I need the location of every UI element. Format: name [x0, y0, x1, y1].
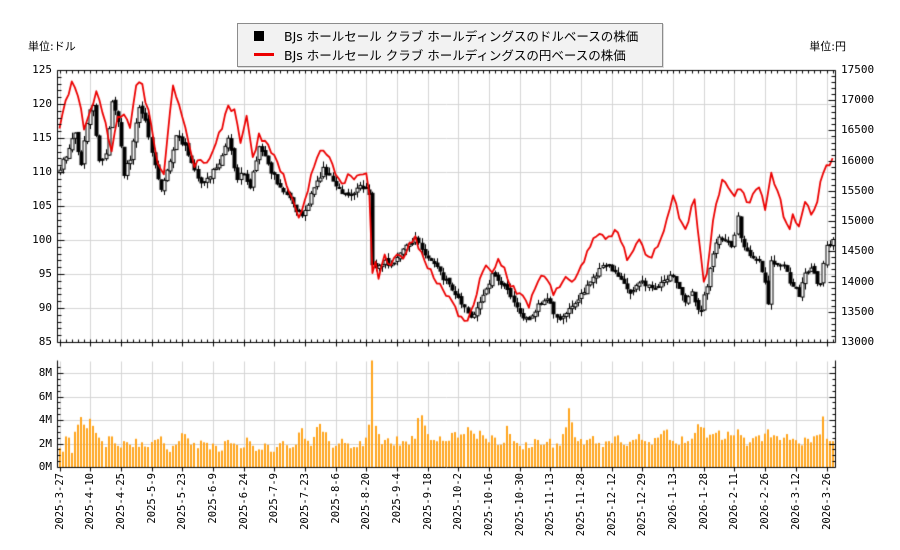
legend-item-usd: BJs ホールセール クラブ ホールディングスのドルベースの株価: [254, 26, 662, 45]
volume-tick-label: 4M: [38, 413, 52, 426]
date-tick-label: 2026-1-13: [667, 473, 680, 530]
date-tick-label: 2026-1-28: [697, 473, 710, 530]
date-tick-label: 2025-10-16: [483, 473, 496, 537]
date-tick-label: 2025-12-29: [636, 473, 649, 537]
yen-tick-label: 13000: [841, 335, 875, 348]
date-tick-label: 2026-2-11: [728, 473, 741, 530]
yen-tick-label: 14000: [841, 274, 875, 288]
date-tick-label: 2025-9-4: [390, 473, 403, 524]
date-tick-label: 2025-4-25: [114, 473, 127, 530]
yen-tick-label: 15500: [841, 183, 875, 197]
price-tick-label: 90: [38, 301, 52, 314]
volume-tick-label: 6M: [38, 389, 52, 403]
line-marker-icon: [254, 53, 274, 56]
price-tick-label: 85: [38, 335, 52, 348]
date-tick-label: 2025-8-6: [329, 473, 342, 524]
yen-tick-label: 17000: [841, 93, 875, 107]
price-tick-label: 110: [32, 165, 52, 178]
date-tick-label: 2025-3-27: [53, 473, 66, 530]
volume-tick-label: 0M: [38, 460, 52, 473]
usd-series-swatch: [254, 30, 284, 41]
date-tick-label: 2025-7-23: [298, 473, 311, 530]
yen-tick-label: 14500: [841, 244, 875, 258]
volume-tick-label: 8M: [38, 366, 52, 379]
price-tick-label: 125: [32, 63, 52, 76]
date-tick-label: 2025-8-20: [360, 473, 373, 530]
date-tick-label: 2026-2-26: [759, 473, 772, 530]
date-tick-label: 2025-7-9: [268, 473, 281, 524]
date-tick-label: 2025-12-12: [605, 473, 618, 537]
yen-tick-label: 13500: [841, 304, 875, 318]
jpy-series-swatch: [254, 53, 284, 56]
date-tick-label: 2025-11-13: [544, 473, 557, 537]
date-tick-label: 2026-3-26: [820, 473, 833, 530]
price-tick-label: 105: [32, 199, 52, 212]
yen-tick-label: 16000: [841, 153, 875, 167]
price-tick-label: 115: [32, 131, 52, 144]
date-tick-label: 2025-4-10: [84, 473, 97, 530]
price-tick-label: 95: [38, 267, 52, 280]
legend: BJs ホールセール クラブ ホールディングスのドルベースの株価 BJs ホール…: [237, 23, 663, 67]
date-tick-label: 2025-6-24: [237, 473, 250, 530]
price-tick-label: 100: [32, 233, 52, 246]
date-tick-label: 2025-5-23: [176, 473, 189, 530]
legend-item-jpy: BJs ホールセール クラブ ホールディングスの円ベースの株価: [254, 45, 662, 64]
left-axis-unit-label: 単位:ドル: [28, 40, 76, 53]
date-tick-label: 2025-10-2: [452, 473, 465, 530]
date-tick-label: 2025-9-18: [421, 473, 434, 530]
right-axis-unit-label: 単位:円: [809, 40, 846, 53]
yen-tick-label: 16500: [841, 123, 875, 137]
price-tick-label: 120: [32, 97, 52, 110]
legend-label-usd: BJs ホールセール クラブ ホールディングスのドルベースの株価: [284, 29, 639, 44]
volume-tick-label: 2M: [38, 436, 52, 450]
yen-tick-label: 15000: [841, 214, 875, 228]
date-tick-label: 2025-10-30: [513, 473, 526, 537]
date-tick-label: 2025-6-9: [206, 473, 219, 524]
date-tick-label: 2025-11-28: [575, 473, 588, 537]
date-tick-label: 2026-3-12: [789, 473, 802, 530]
square-marker-icon: [254, 30, 264, 41]
yen-tick-label: 17500: [841, 63, 875, 76]
date-tick-label: 2025-5-9: [145, 473, 158, 524]
legend-label-jpy: BJs ホールセール クラブ ホールディングスの円ベースの株価: [284, 48, 626, 63]
